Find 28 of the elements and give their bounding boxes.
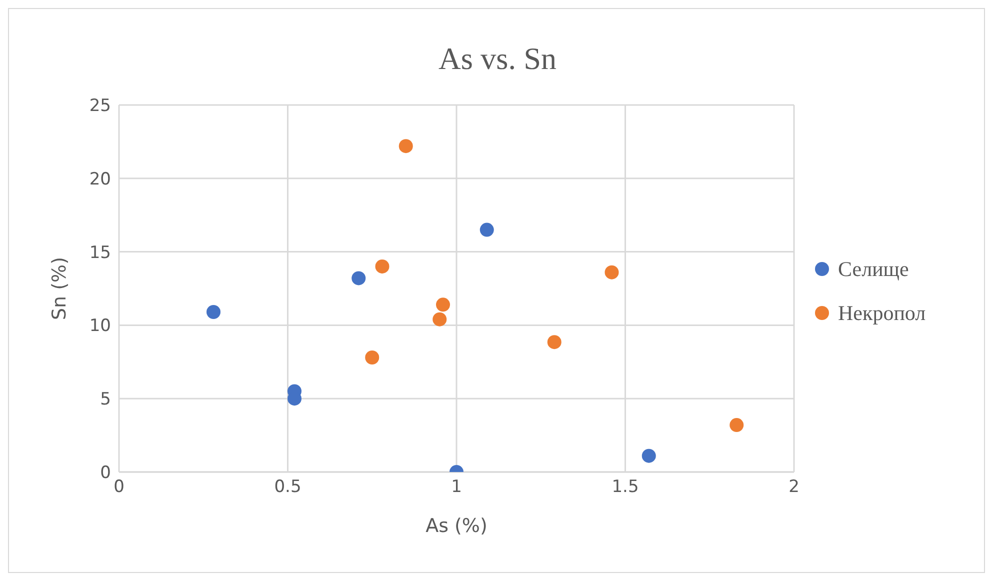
y-tick-label: 5 [100, 390, 111, 410]
point [206, 304, 220, 319]
y-tick-label: 0 [100, 463, 111, 484]
x-tick-label: 1.5 [612, 477, 639, 498]
x-tick-label: 1 [451, 477, 462, 498]
y-axis-title: Sn (%) [48, 256, 71, 320]
point [604, 265, 619, 280]
chart-title: As vs. Sn [437, 41, 558, 77]
point [398, 139, 413, 154]
point [352, 271, 366, 286]
point [365, 350, 380, 364]
point [547, 335, 562, 350]
point [480, 222, 494, 237]
point [375, 259, 390, 274]
legend-label: Селище [838, 256, 909, 282]
y-tick-label: 20 [89, 169, 111, 190]
y-tick-label: 15 [89, 242, 111, 263]
y-tick-label: 25 [89, 96, 111, 116]
legend-label: Некропол [838, 300, 926, 326]
point [432, 312, 447, 326]
x-tick-label: 2 [788, 477, 800, 498]
x-tick-label: 0.5 [274, 477, 302, 498]
x-tick-label: 0 [114, 477, 124, 498]
point [642, 448, 656, 463]
y-tick-label: 10 [89, 316, 111, 336]
point [436, 298, 450, 312]
x-axis-title: As (%) [426, 515, 488, 537]
point [730, 418, 744, 432]
